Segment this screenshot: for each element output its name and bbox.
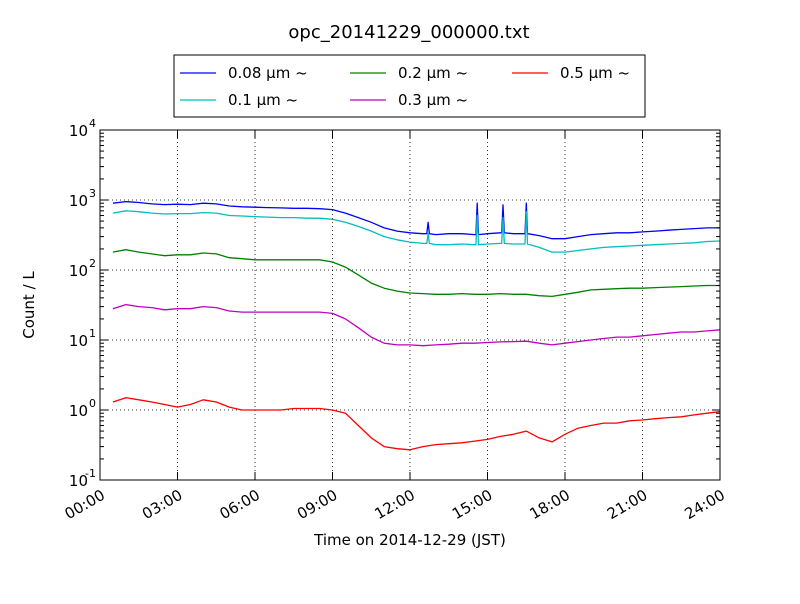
series-line-0	[112, 200, 720, 240]
grid-layer	[100, 130, 720, 480]
y-tick-base: 10	[69, 472, 88, 490]
legend-label-4: 0.5 μm ~	[560, 64, 630, 82]
y-tick-label: 10 0	[69, 397, 96, 420]
y-axis-label: Count / L	[20, 271, 38, 339]
y-tick-label: 10 4	[69, 117, 96, 140]
y-tick-base: 10	[69, 122, 88, 140]
y-tick-base: 10	[69, 402, 88, 420]
plot-area	[100, 130, 720, 480]
y-tick-exponent: 0	[89, 397, 96, 410]
y-tick-label: 10 2	[69, 257, 96, 280]
y-tick-base: 10	[69, 192, 88, 210]
y-tick-exponent: 4	[89, 117, 96, 130]
y-tick-base: 10	[69, 262, 88, 280]
series-line-1	[112, 210, 721, 253]
chart-title: opc_20141229_000000.txt	[288, 22, 529, 43]
series-line-4	[112, 397, 721, 451]
legend-label-3: 0.3 μm ~	[398, 91, 468, 109]
y-tick-exponent: 1	[89, 327, 96, 340]
y-tick-exponent: -1	[85, 467, 96, 480]
series-line-2	[112, 249, 720, 298]
series-line-3	[112, 303, 721, 347]
y-tick-label: 10 1	[69, 327, 96, 350]
tick-layer	[99, 129, 721, 481]
legend-box	[173, 54, 646, 118]
y-tick-label: 10-1	[69, 467, 96, 490]
y-tick-label: 10 3	[69, 187, 96, 210]
y-tick-base: 10	[69, 332, 88, 350]
x-axis-label: Time on 2014-12-29 (JST)	[313, 531, 506, 549]
legend-label-2: 0.2 μm ~	[398, 64, 468, 82]
legend: 0.08 μm ~ 0.1 μm ~ 0.2 μm ~ 0.3 μm ~ 0.5 μm …	[173, 54, 646, 118]
y-tick-exponent: 3	[89, 187, 96, 200]
y-tick-exponent: 2	[89, 257, 96, 270]
legend-label-1: 0.1 μm ~	[228, 91, 298, 109]
series-layer	[112, 200, 721, 451]
legend-label-0: 0.08 μm ~	[228, 64, 308, 82]
